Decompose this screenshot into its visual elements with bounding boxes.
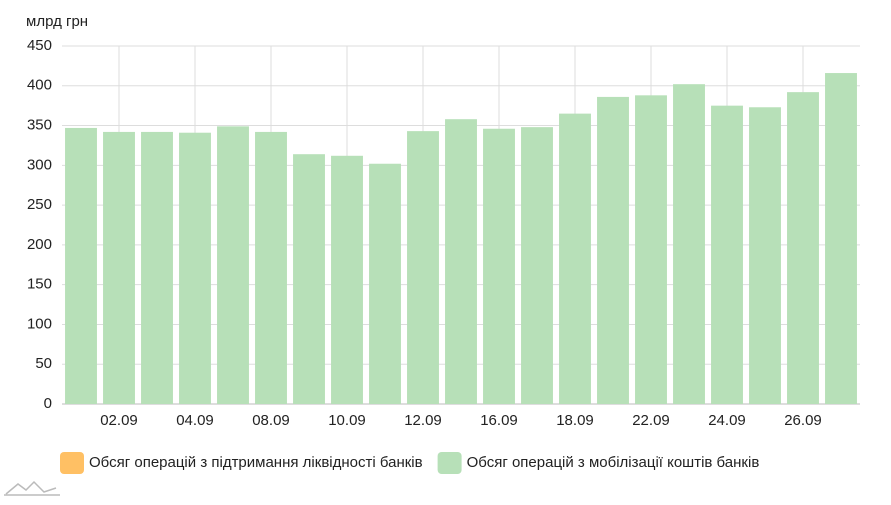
y-tick-label: 0 [44, 395, 52, 412]
y-tick-label: 200 [27, 236, 52, 253]
bar [749, 107, 781, 404]
logo [4, 480, 60, 496]
y-axis-label: млрд грн [26, 13, 88, 30]
bar [825, 73, 857, 404]
bar [635, 95, 667, 404]
x-tick-label: 02.09 [100, 412, 138, 429]
legend-swatch[interactable] [437, 452, 462, 474]
bar [673, 84, 705, 404]
bar [255, 131, 287, 405]
bar [597, 96, 629, 404]
bar [483, 128, 515, 404]
y-tick-label: 300 [27, 156, 52, 173]
bar [331, 155, 363, 404]
x-tick-label: 18.09 [556, 412, 594, 429]
y-tick-label: 350 [27, 117, 52, 134]
bar [787, 92, 819, 405]
legend-label[interactable]: Обсяг операцій з мобілізації коштів банк… [467, 454, 760, 471]
y-tick-label: 250 [27, 196, 52, 213]
bar [217, 126, 249, 405]
bar [65, 127, 97, 404]
x-tick-label: 12.09 [404, 412, 442, 429]
y-tick-label: 150 [27, 276, 52, 293]
bar [369, 163, 401, 404]
bar [179, 132, 211, 404]
x-tick-label: 04.09 [176, 412, 214, 429]
y-tick-label: 100 [27, 315, 52, 332]
y-tick-label: 400 [27, 77, 52, 94]
bar [141, 131, 173, 405]
bar [293, 154, 325, 404]
x-tick-label: 08.09 [252, 412, 290, 429]
x-tick-label: 26.09 [784, 412, 822, 429]
y-tick-label: 50 [35, 355, 52, 372]
legend-label[interactable]: Обсяг операцій з підтримання ліквідності… [89, 454, 423, 471]
bar [711, 105, 743, 405]
x-tick-label: 22.09 [632, 412, 670, 429]
bar [103, 131, 135, 405]
x-tick-label: 24.09 [708, 412, 746, 429]
legend-swatch[interactable] [60, 452, 84, 474]
bar [407, 131, 439, 404]
bar [521, 127, 553, 404]
y-tick-label: 450 [27, 37, 52, 54]
x-tick-label: 16.09 [480, 412, 518, 429]
x-tick-label: 10.09 [328, 412, 366, 429]
bar [445, 119, 477, 405]
bar [559, 113, 591, 404]
